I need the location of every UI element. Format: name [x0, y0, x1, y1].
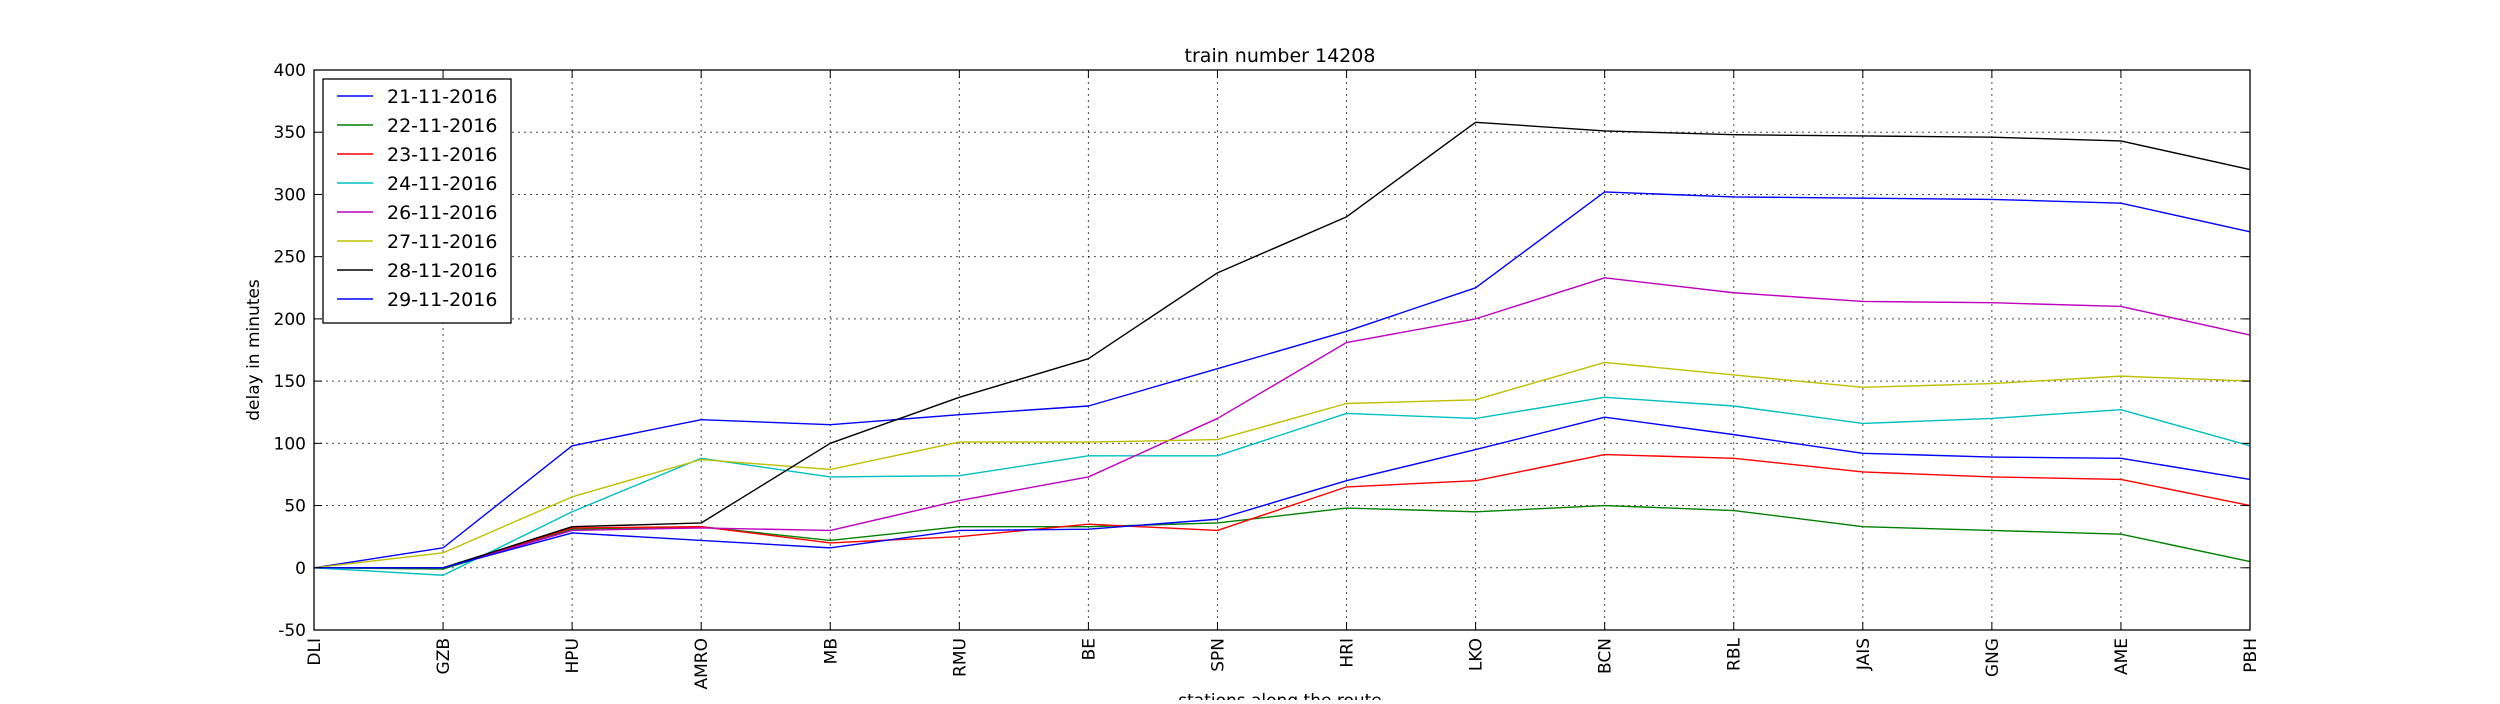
series-line — [314, 453, 2251, 569]
y-tick-label: 400 — [274, 61, 306, 81]
legend-label: 24-11-2016 — [387, 173, 497, 195]
chart-title: train number 14208 — [1185, 45, 1376, 67]
x-tick-label: AME — [2112, 638, 2132, 675]
series-line — [313, 191, 2251, 569]
legend-label: 28-11-2016 — [387, 260, 497, 282]
legend-box — [322, 78, 512, 324]
y-tick-label: 150 — [274, 372, 306, 392]
legend-label: 26-11-2016 — [387, 202, 497, 224]
x-tick-label: PBH — [2241, 638, 2261, 673]
legend: 21-11-2016 22-11-2016 23-11-2016 24-11-2016… — [322, 78, 512, 324]
legend-label: 27-11-2016 — [387, 231, 497, 253]
series-line — [314, 416, 2251, 569]
series-line — [313, 361, 2251, 569]
series-line — [313, 396, 2251, 576]
series-lines — [313, 121, 2251, 576]
legend-label: 22-11-2016 — [387, 115, 497, 137]
legend-label: 21-11-2016 — [387, 86, 497, 108]
series-line — [314, 277, 2251, 569]
x-tick-label: AMRO — [692, 638, 712, 690]
x-tick-label: SPN — [1208, 638, 1228, 672]
x-tick-label: GNG — [1983, 638, 2003, 677]
x-tick-label: DLI — [305, 638, 325, 666]
x-tick-label: RBL — [1725, 637, 1745, 670]
x-tick-label: BE — [1079, 638, 1099, 660]
y-tick-label: 0 — [295, 559, 306, 579]
y-tick-label: 50 — [284, 497, 306, 517]
y-tick-label: 200 — [274, 310, 306, 330]
x-tick-label: HRI — [1338, 638, 1358, 668]
y-tick-label: 100 — [274, 434, 306, 454]
x-tick-label: RMU — [950, 638, 970, 677]
series-line — [314, 121, 2251, 569]
x-axis-label: stations along the route — [1178, 691, 1382, 700]
legend-label: 29-11-2016 — [387, 289, 497, 311]
x-tick-label: LKO — [1467, 638, 1487, 671]
y-tick-label: 300 — [274, 185, 306, 205]
legend-label: 23-11-2016 — [387, 144, 497, 166]
series-line — [313, 504, 2251, 570]
y-tick-label: 350 — [274, 123, 306, 143]
x-tick-label: BCN — [1596, 638, 1616, 674]
plot-area-frame — [313, 69, 2251, 631]
axis-ticks: -50 0 50 100 150 200 250 300 350 400 DLI GZB HPU AMRO… — [274, 61, 2261, 690]
x-tick-label: MB — [821, 638, 841, 664]
x-tick-label: JAIS — [1854, 638, 1874, 671]
x-tick-label: HPU — [563, 638, 583, 673]
x-tick-label: GZB — [434, 638, 454, 674]
y-tick-label: 250 — [274, 248, 306, 268]
y-tick-label: -50 — [278, 621, 306, 641]
y-axis-label: delay in minutes — [244, 279, 264, 421]
